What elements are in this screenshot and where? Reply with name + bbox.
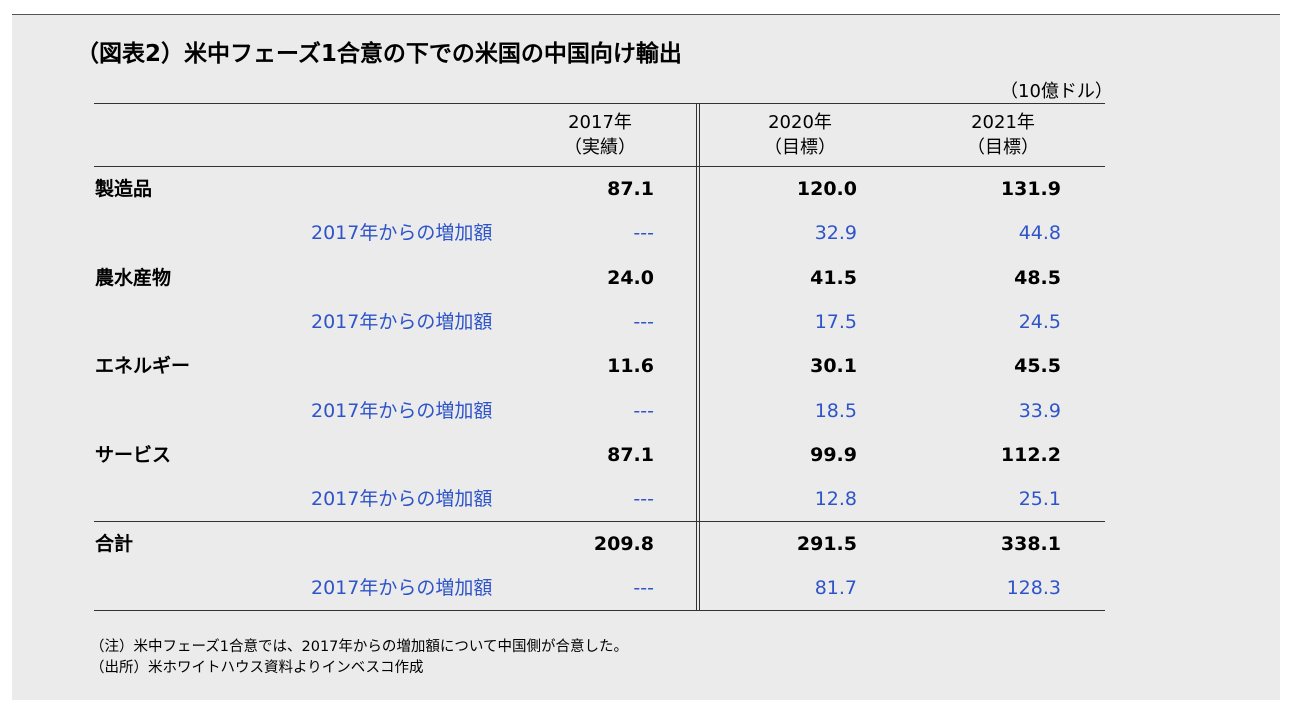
value-2021: 45.5 <box>1014 355 1061 377</box>
footnote-source: （出所）米ホワイトハウス資料よりインベスコ作成 <box>90 660 424 676</box>
subrow-label: 2017年からの増加額 <box>311 577 493 599</box>
column-year: 2020年 <box>768 112 832 133</box>
subrow-label: 2017年からの増加額 <box>311 400 493 422</box>
increase-2021: 44.8 <box>1018 222 1061 244</box>
value-2017: 11.6 <box>607 355 654 377</box>
increase-2020: 32.9 <box>814 222 857 244</box>
table-row-manufactured: 製造品 87.1 120.0 131.9 <box>0 167 1295 211</box>
value-2021: 338.1 <box>1000 533 1061 555</box>
column-note: （実績） <box>564 137 636 158</box>
table-top-rule <box>94 103 1105 104</box>
increase-2020: 17.5 <box>814 311 857 333</box>
row-label: サービス <box>95 444 172 466</box>
value-2020: 41.5 <box>810 267 857 289</box>
value-2020: 120.0 <box>796 178 857 200</box>
column-year: 2021年 <box>971 112 1035 133</box>
value-2020: 291.5 <box>796 533 857 555</box>
column-divider-right <box>699 103 700 611</box>
increase-2021: 128.3 <box>1006 577 1061 599</box>
value-2017: 24.0 <box>607 267 654 289</box>
column-header-2021: 2021年 （目標） <box>948 110 1058 160</box>
footnote-note: （注）米中フェーズ1合意では、2017年からの増加額について中国側が合意した。 <box>90 639 628 655</box>
row-label: エネルギー <box>95 355 191 377</box>
increase-2017: --- <box>633 488 654 510</box>
figure-title: （図表2）米中フェーズ1合意の下での米国の中国向け輸出 <box>76 41 682 67</box>
unit-label: （10億ドル） <box>1000 81 1113 102</box>
increase-2021: 33.9 <box>1018 400 1061 422</box>
value-2017: 87.1 <box>607 178 654 200</box>
total-top-rule <box>94 521 1105 522</box>
figure-panel <box>12 14 1280 700</box>
increase-2021: 25.1 <box>1018 488 1061 510</box>
column-note: （目標） <box>967 137 1039 158</box>
increase-2017: --- <box>633 311 654 333</box>
subrow-label: 2017年からの増加額 <box>311 488 493 510</box>
table-row-services: サービス 87.1 99.9 112.2 <box>0 433 1295 477</box>
row-label: 製造品 <box>95 178 153 200</box>
value-2017: 209.8 <box>593 533 654 555</box>
table-subrow-total: 2017年からの増加額 --- 81.7 128.3 <box>0 566 1295 610</box>
increase-2020: 81.7 <box>814 577 857 599</box>
row-label: 合計 <box>95 533 134 555</box>
table-row-agriculture: 農水産物 24.0 41.5 48.5 <box>0 256 1295 300</box>
subrow-label: 2017年からの増加額 <box>311 222 493 244</box>
value-2021: 48.5 <box>1014 267 1061 289</box>
increase-2020: 18.5 <box>814 400 857 422</box>
top-divider <box>12 14 1280 15</box>
increase-2021: 24.5 <box>1018 311 1061 333</box>
table-subrow-services: 2017年からの増加額 --- 12.8 25.1 <box>0 477 1295 521</box>
footnotes: （注）米中フェーズ1合意では、2017年からの増加額について中国側が合意した。 … <box>90 637 628 679</box>
table-row-total: 合計 209.8 291.5 338.1 <box>0 522 1295 566</box>
table-subrow-manufactured: 2017年からの増加額 --- 32.9 44.8 <box>0 211 1295 255</box>
column-header-2017: 2017年 （実績） <box>545 110 655 160</box>
subrow-label: 2017年からの増加額 <box>311 311 493 333</box>
value-2017: 87.1 <box>607 444 654 466</box>
value-2021: 112.2 <box>1000 444 1061 466</box>
column-header-2020: 2020年 （目標） <box>745 110 855 160</box>
column-divider-left <box>696 103 697 611</box>
column-year: 2017年 <box>568 112 632 133</box>
increase-2017: --- <box>633 577 654 599</box>
table-bottom-rule <box>94 610 1105 611</box>
row-label: 農水産物 <box>95 267 172 289</box>
increase-2017: --- <box>633 400 654 422</box>
value-2020: 30.1 <box>810 355 857 377</box>
value-2020: 99.9 <box>810 444 857 466</box>
increase-2017: --- <box>633 222 654 244</box>
table-subrow-energy: 2017年からの増加額 --- 18.5 33.9 <box>0 389 1295 433</box>
increase-2020: 12.8 <box>814 488 857 510</box>
table-row-energy: エネルギー 11.6 30.1 45.5 <box>0 344 1295 388</box>
header-bottom-rule <box>94 166 1105 167</box>
table-subrow-agriculture: 2017年からの増加額 --- 17.5 24.5 <box>0 300 1295 344</box>
value-2021: 131.9 <box>1000 178 1061 200</box>
column-note: （目標） <box>764 137 836 158</box>
